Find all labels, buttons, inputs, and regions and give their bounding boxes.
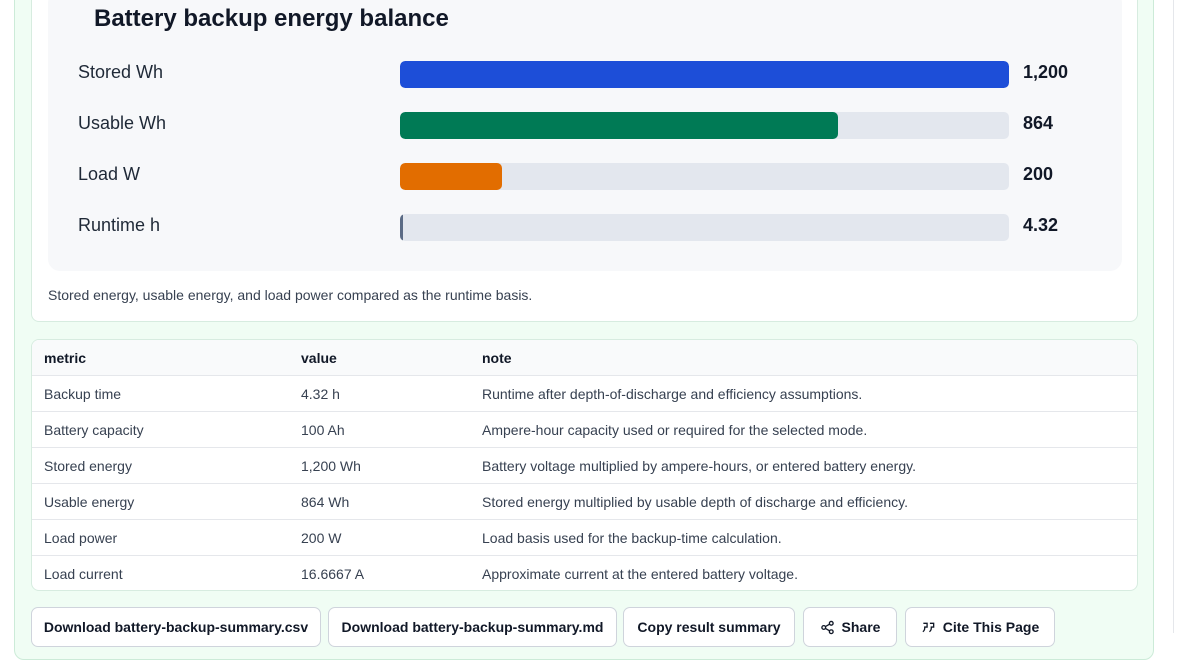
table-row: Usable energy 864 Wh Stored energy multipl…: [32, 483, 1137, 520]
cell-metric: Load power: [32, 519, 289, 556]
share-label: Share: [841, 619, 881, 635]
cell-note: Runtime after depth-of-discharge and eff…: [470, 375, 1137, 412]
right-rail: [1173, 0, 1191, 633]
bar: [400, 61, 1009, 88]
download-csv-button[interactable]: Download battery-backup-summary.csv: [31, 607, 321, 647]
results-table-card: metric value note Backup time 4.32 h Runti…: [31, 339, 1138, 591]
bar-track: [400, 214, 1009, 241]
bar-row: Stored Wh 1,200: [48, 59, 1122, 89]
bar-value-label: 1,200: [1023, 62, 1069, 82]
table-row: Load power 200 W Load basis used for the b…: [32, 519, 1137, 556]
share-button[interactable]: Share: [803, 607, 897, 647]
cite-button[interactable]: Cite This Page: [905, 607, 1055, 647]
table-row: Stored energy 1,200 Wh Battery voltage mul…: [32, 447, 1137, 484]
table-body: Backup time 4.32 h Runtime after depth-of-…: [32, 375, 1137, 591]
cell-note: Stored energy multiplied by usable depth…: [470, 483, 1137, 520]
table-header-row: metric value note: [32, 340, 1137, 376]
bar-track: [400, 112, 1009, 139]
cell-metric: Backup time: [32, 375, 289, 412]
cell-value: 864 Wh: [289, 483, 470, 520]
cell-value: 16.6667 A: [301, 565, 365, 582]
download-md-label: Download battery-backup-summary.md: [341, 619, 604, 635]
download-md-button[interactable]: Download battery-backup-summary.md: [328, 607, 617, 647]
column-header-value: value: [289, 340, 470, 376]
bar-value-label: 200: [1023, 164, 1054, 184]
copy-summary-button[interactable]: Copy result summary: [623, 607, 795, 647]
bar-row: Load W 200: [48, 161, 1122, 191]
table-row: Load current 16.6667 A Approximate current…: [32, 556, 1137, 591]
chart-card: Battery backup energy balance Stored Wh 1…: [31, 0, 1138, 322]
bar-category-label: Stored Wh: [78, 62, 164, 82]
table-row: Battery capacity 100 Ah Ampere-hour capaci…: [32, 411, 1137, 448]
bar: [400, 214, 403, 241]
cite-label: Cite This Page: [942, 619, 1040, 635]
bar-chart: Battery backup energy balance Stored Wh 1…: [48, 0, 1122, 271]
share-icon: [820, 619, 835, 638]
bar-track: [400, 61, 1009, 88]
cell-value: 100 Ah: [289, 411, 470, 448]
cell-value: 200 W: [289, 519, 470, 556]
download-csv-label: Download battery-backup-summary.csv: [43, 619, 309, 635]
cell-metric: Battery capacity: [32, 411, 289, 448]
cell-metric: Load current: [44, 565, 123, 582]
bar-category-label: Load W: [78, 164, 141, 184]
quote-icon: [921, 619, 936, 638]
bar-row: Usable Wh 864: [48, 110, 1122, 140]
cell-value: 1,200 Wh: [289, 447, 470, 484]
bar-category-label: Usable Wh: [78, 113, 167, 133]
cell-value: 4.32 h: [289, 375, 470, 412]
results-table: metric value note Backup time 4.32 h Runti…: [32, 340, 1137, 591]
cell-note: Battery voltage multiplied by ampere-hou…: [470, 447, 1137, 484]
bar-category-label: Runtime h: [78, 215, 161, 235]
bar: [400, 163, 502, 190]
column-header-note: note: [470, 340, 1137, 376]
bar-value-label: 864: [1023, 113, 1054, 133]
bar-track: [400, 163, 1009, 190]
bar-row: Runtime h 4.32: [48, 212, 1122, 242]
cell-note: Ampere-hour capacity used or required fo…: [470, 411, 1137, 448]
cell-metric: Usable energy: [32, 483, 289, 520]
cell-metric: Stored energy: [32, 447, 289, 484]
chart-caption: Stored energy, usable energy, and load p…: [48, 287, 533, 303]
copy-summary-label: Copy result summary: [637, 619, 781, 635]
chart-title: Battery backup energy balance: [94, 5, 449, 32]
bar-value-label: 4.32: [1023, 215, 1059, 235]
bar: [400, 112, 839, 139]
table-row: Backup time 4.32 h Runtime after depth-of-…: [32, 375, 1137, 412]
column-header-metric: metric: [32, 340, 289, 376]
cell-note: Load basis used for the backup-time calc…: [470, 519, 1137, 556]
cell-note: Approximate current at the entered batte…: [482, 565, 798, 582]
